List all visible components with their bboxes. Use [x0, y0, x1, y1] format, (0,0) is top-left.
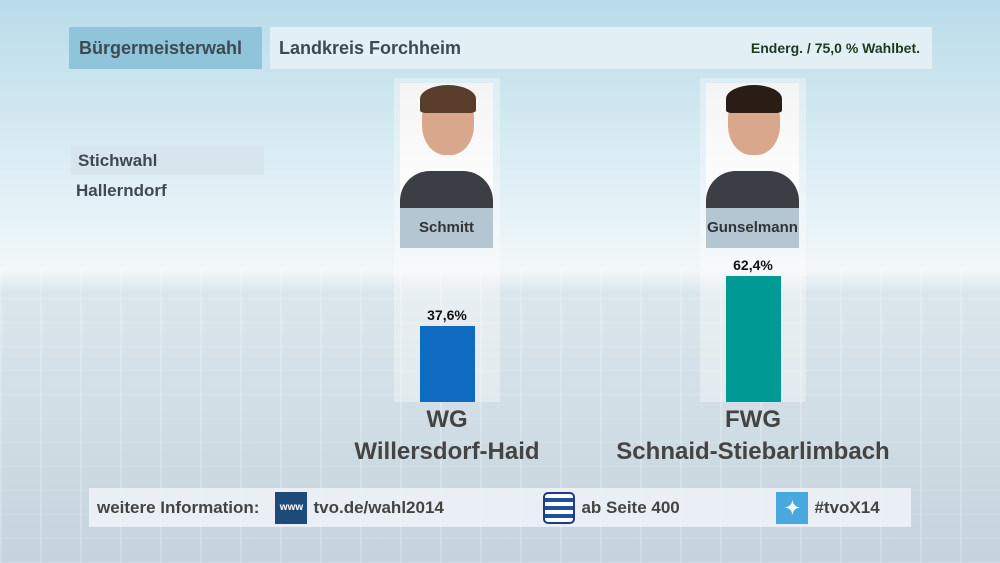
municipality-label: Hallerndorf	[76, 181, 167, 200]
candidate-name: Gunselmann	[706, 208, 799, 248]
candidate-photo	[706, 83, 799, 208]
round-label: Stichwahl	[71, 146, 264, 175]
region-title: Landkreis Forchheim	[279, 38, 462, 58]
candidate-photo	[400, 83, 493, 208]
candidate-column: Gunselmann	[700, 78, 806, 402]
party-name-line1: WG	[426, 406, 468, 433]
info-footer: weitere Information: www tvo.de/wahl2014…	[89, 488, 911, 527]
candidate-name: Schmitt	[400, 208, 493, 248]
party-name-line2: Schnaid-Stiebarlimbach	[616, 438, 890, 465]
web-link[interactable]: tvo.de/wahl2014	[313, 497, 444, 517]
www-icon: www	[275, 491, 308, 524]
teletext-icon	[543, 491, 576, 524]
header-bar: Landkreis Forchheim Enderg. / 75,0 % Wah…	[270, 27, 932, 69]
bar-value-label: 62,4%	[733, 256, 773, 273]
teletext-page: ab Seite 400	[581, 497, 680, 517]
hashtag[interactable]: #tvoX14	[814, 497, 880, 517]
election-title: Bürgermeisterwahl	[69, 27, 262, 69]
party-name-line2: Willersdorf-Haid	[354, 438, 540, 465]
candidate-column: Schmitt	[394, 78, 500, 402]
bar-schmitt	[420, 326, 475, 402]
info-label: weitere Information:	[97, 497, 260, 517]
status-text: Enderg. / 75,0 % Wahlbet.	[750, 40, 920, 56]
party-name-line1: FWG	[725, 406, 781, 433]
bar-gunselmann	[726, 275, 781, 402]
bar-value-label: 37,6%	[427, 307, 467, 324]
twitter-icon: ✦	[776, 491, 809, 524]
